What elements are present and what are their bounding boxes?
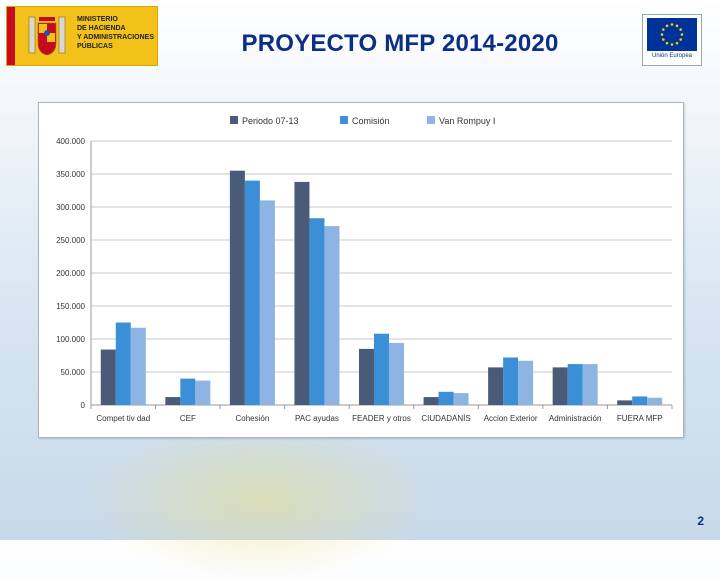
bar-periodo [552, 367, 568, 405]
bar-periodo [294, 181, 310, 405]
slide-title: PROYECTO MFP 2014-2020 [241, 30, 559, 57]
x-tick-label: Cohesión [235, 414, 269, 423]
bar-vanrompuy [195, 380, 211, 405]
y-tick-label: 50.000 [61, 368, 86, 377]
eu-star [679, 38, 682, 41]
legend-label: Comisión [352, 116, 390, 126]
eu-star [670, 23, 674, 26]
legend-swatch [230, 116, 238, 124]
ministerio-line: MINISTERIO [77, 16, 118, 23]
bar-comision [244, 180, 260, 405]
bar-vanrompuy [259, 200, 275, 405]
y-tick-label: 150.000 [56, 302, 85, 311]
x-tick-label: Accion Exterior [484, 414, 538, 423]
x-tick-label: Administración [549, 414, 601, 423]
eu-star [680, 33, 684, 36]
bar-vanrompuy [324, 226, 340, 405]
eu-star [660, 33, 664, 36]
y-tick-label: 100.000 [56, 335, 85, 344]
ministerio-logo: MINISTERIO DE HACIENDA Y ADMINISTRACIONE… [6, 6, 158, 66]
bar-vanrompuy [518, 360, 534, 405]
ministerio-line: Y ADMINISTRACIONES [77, 34, 155, 41]
legend-swatch [427, 116, 435, 124]
eu-star [665, 24, 669, 28]
bar-comision [180, 378, 196, 405]
bar-periodo [423, 397, 439, 405]
page-number: 2 [697, 514, 704, 528]
chart-frame: 0 50.000 100.000 150.000 200.000 250.000 300.0… [38, 102, 684, 438]
bar-comision [309, 218, 325, 405]
bar-vanrompuy [389, 342, 404, 405]
background-star-decoration [80, 420, 440, 580]
bar-vanrompuy [130, 327, 146, 405]
ministerio-line: DE HACIENDA [77, 25, 126, 32]
bar-comision [115, 322, 131, 405]
eu-star [665, 41, 669, 45]
legend-label: Van Rompuy I [439, 116, 495, 126]
eu-star [675, 24, 679, 28]
eu-star [675, 41, 679, 45]
bar-periodo [165, 397, 181, 405]
x-tick-label: CEF [180, 414, 196, 423]
coat-of-arms-icon [28, 16, 66, 56]
y-tick-label: 400.000 [56, 137, 85, 146]
legend-swatch [340, 116, 348, 124]
bar-periodo [100, 349, 116, 405]
legend-label: Periodo 07-13 [242, 116, 299, 126]
eu-star [670, 43, 674, 46]
eu-star [662, 38, 665, 41]
eu-flag-icon [647, 18, 697, 51]
bar-comision [374, 333, 389, 405]
ministerio-text: MINISTERIO DE HACIENDA Y ADMINISTRACIONE… [77, 15, 155, 51]
eu-caption: Unión Europea [651, 53, 693, 59]
eu-logo: Unión Europea [642, 14, 702, 66]
bar-comision [438, 391, 454, 405]
y-tick-label: 250.000 [56, 236, 85, 245]
bar-comision [567, 364, 583, 405]
bar-chart: 0 50.000 100.000 150.000 200.000 250.000 300.0… [56, 116, 673, 423]
bar-periodo [359, 348, 374, 405]
y-tick-label: 0 [81, 401, 86, 410]
y-tick-label: 350.000 [56, 170, 85, 179]
x-tick-label: FUERA MFP [617, 414, 663, 423]
ministerio-line: PÚBLICAS [77, 43, 113, 50]
eu-star [679, 28, 682, 31]
spain-flag-stripe-yellow [15, 7, 19, 65]
bar-vanrompuy [453, 393, 469, 405]
y-tick-label: 300.000 [56, 203, 85, 212]
x-tick-label: CIUDADANÍS [421, 414, 470, 423]
eu-star [662, 28, 665, 31]
bar-comision [632, 396, 648, 405]
x-tick-label: FEADER y otros [352, 414, 411, 423]
bar-periodo [488, 367, 504, 405]
bar-periodo [617, 400, 633, 405]
bar-vanrompuy [582, 364, 598, 405]
bar-vanrompuy [647, 397, 663, 405]
spain-flag-stripe [7, 7, 15, 65]
y-tick-label: 200.000 [56, 269, 85, 278]
bar-periodo [229, 170, 245, 405]
x-tick-label: PAC ayudas [295, 414, 339, 423]
x-tick-label: Compet tiv dad [96, 414, 150, 423]
bar-comision [503, 357, 519, 405]
